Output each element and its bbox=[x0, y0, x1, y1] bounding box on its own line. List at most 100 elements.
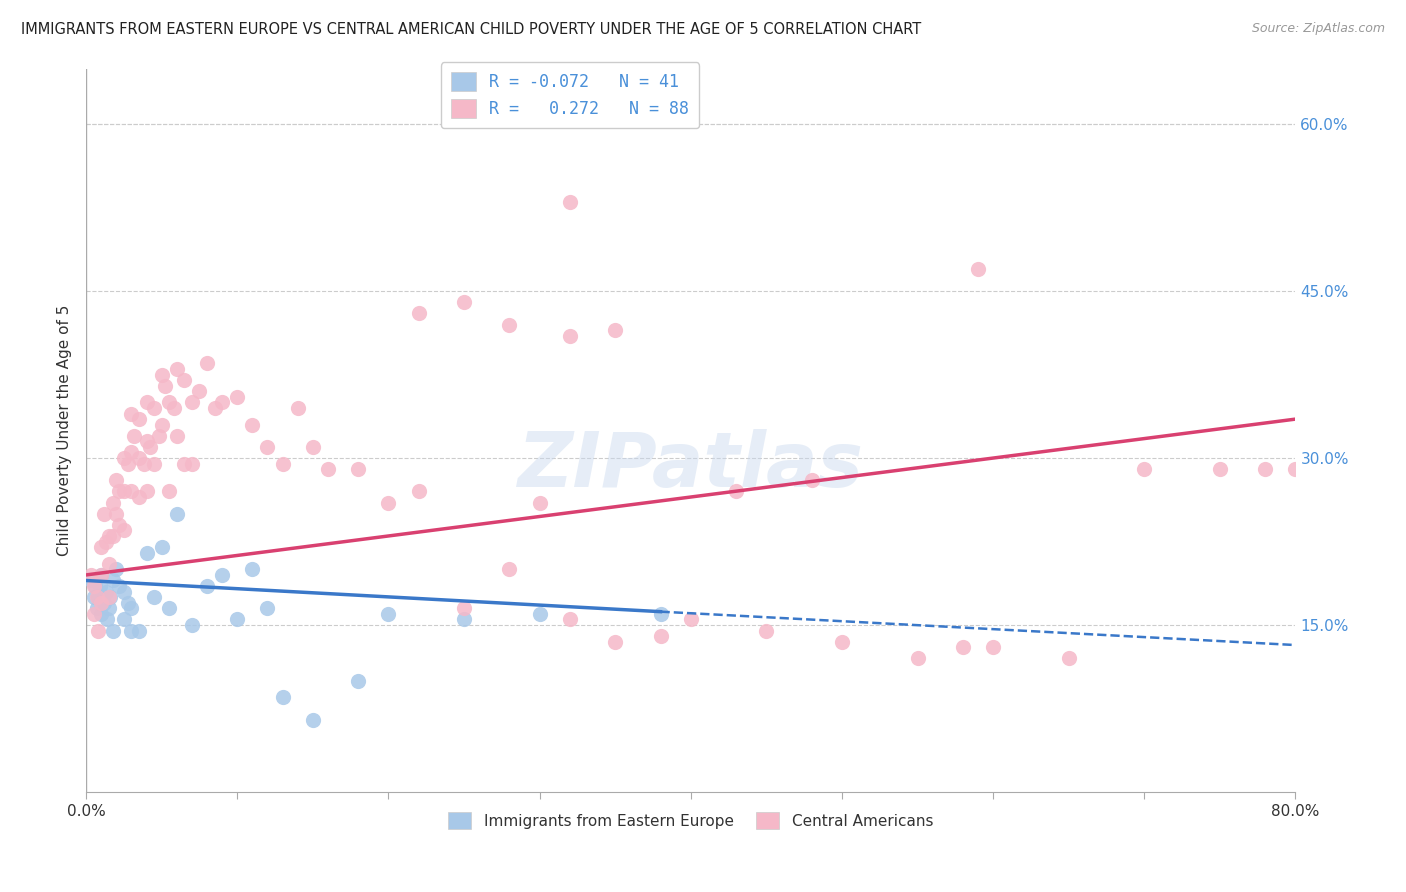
Point bbox=[408, 306, 430, 320]
Point bbox=[195, 579, 218, 593]
Point bbox=[83, 590, 105, 604]
Point bbox=[316, 462, 339, 476]
Point bbox=[226, 390, 249, 404]
Point bbox=[453, 612, 475, 626]
Point bbox=[180, 395, 202, 409]
Point bbox=[90, 540, 112, 554]
Point bbox=[135, 546, 157, 560]
Point bbox=[150, 540, 173, 554]
Point bbox=[128, 490, 150, 504]
Point bbox=[112, 584, 135, 599]
Point bbox=[952, 640, 974, 655]
Point bbox=[301, 713, 323, 727]
Point bbox=[120, 407, 142, 421]
Point bbox=[150, 368, 173, 382]
Point bbox=[1284, 462, 1306, 476]
Point bbox=[93, 596, 115, 610]
Point bbox=[128, 412, 150, 426]
Point bbox=[143, 401, 166, 415]
Point bbox=[347, 673, 370, 688]
Point bbox=[128, 624, 150, 638]
Point bbox=[135, 484, 157, 499]
Point bbox=[103, 624, 125, 638]
Point bbox=[97, 601, 120, 615]
Point bbox=[166, 429, 188, 443]
Point bbox=[558, 195, 581, 210]
Point bbox=[755, 624, 778, 638]
Point bbox=[112, 451, 135, 466]
Point bbox=[86, 601, 108, 615]
Text: ZIPatlas: ZIPatlas bbox=[517, 429, 863, 503]
Text: IMMIGRANTS FROM EASTERN EUROPE VS CENTRAL AMERICAN CHILD POVERTY UNDER THE AGE O: IMMIGRANTS FROM EASTERN EUROPE VS CENTRA… bbox=[21, 22, 921, 37]
Point bbox=[105, 562, 128, 576]
Point bbox=[120, 601, 142, 615]
Point bbox=[120, 445, 142, 459]
Point bbox=[117, 596, 139, 610]
Point bbox=[529, 495, 551, 509]
Point bbox=[105, 473, 128, 487]
Point bbox=[117, 457, 139, 471]
Point bbox=[112, 524, 135, 538]
Point bbox=[135, 434, 157, 449]
Point bbox=[166, 507, 188, 521]
Point bbox=[94, 584, 117, 599]
Point bbox=[97, 529, 120, 543]
Point bbox=[103, 574, 125, 588]
Point bbox=[453, 601, 475, 615]
Point bbox=[163, 401, 186, 415]
Point bbox=[90, 607, 112, 621]
Point bbox=[498, 318, 520, 332]
Point bbox=[120, 624, 142, 638]
Point bbox=[79, 568, 101, 582]
Point bbox=[96, 612, 118, 626]
Point bbox=[89, 579, 111, 593]
Point bbox=[453, 295, 475, 310]
Point bbox=[98, 590, 121, 604]
Point bbox=[93, 507, 115, 521]
Point bbox=[90, 596, 112, 610]
Point bbox=[87, 624, 110, 638]
Point bbox=[725, 484, 748, 499]
Point bbox=[128, 451, 150, 466]
Point bbox=[558, 328, 581, 343]
Legend: Immigrants from Eastern Europe, Central Americans: Immigrants from Eastern Europe, Central … bbox=[443, 806, 939, 835]
Point bbox=[800, 473, 823, 487]
Point bbox=[143, 457, 166, 471]
Point bbox=[112, 612, 135, 626]
Point bbox=[271, 690, 294, 705]
Point bbox=[108, 484, 131, 499]
Point bbox=[105, 507, 128, 521]
Point bbox=[679, 612, 702, 626]
Point bbox=[166, 362, 188, 376]
Point bbox=[301, 440, 323, 454]
Point bbox=[211, 395, 233, 409]
Point bbox=[650, 607, 672, 621]
Point bbox=[87, 590, 110, 604]
Point bbox=[108, 517, 131, 532]
Point bbox=[271, 457, 294, 471]
Point bbox=[498, 562, 520, 576]
Point bbox=[148, 429, 170, 443]
Point bbox=[240, 562, 263, 576]
Point bbox=[112, 484, 135, 499]
Point bbox=[108, 579, 131, 593]
Point bbox=[157, 601, 180, 615]
Point bbox=[120, 484, 142, 499]
Point bbox=[195, 356, 218, 370]
Point bbox=[1209, 462, 1232, 476]
Point bbox=[150, 417, 173, 432]
Point bbox=[377, 607, 399, 621]
Point bbox=[90, 568, 112, 582]
Point bbox=[153, 378, 176, 392]
Point bbox=[650, 629, 672, 643]
Point bbox=[83, 579, 105, 593]
Point bbox=[132, 457, 155, 471]
Point bbox=[240, 417, 263, 432]
Point bbox=[831, 634, 853, 648]
Point bbox=[143, 590, 166, 604]
Point bbox=[558, 612, 581, 626]
Point bbox=[83, 607, 105, 621]
Point bbox=[1133, 462, 1156, 476]
Point bbox=[180, 457, 202, 471]
Point bbox=[1057, 651, 1080, 665]
